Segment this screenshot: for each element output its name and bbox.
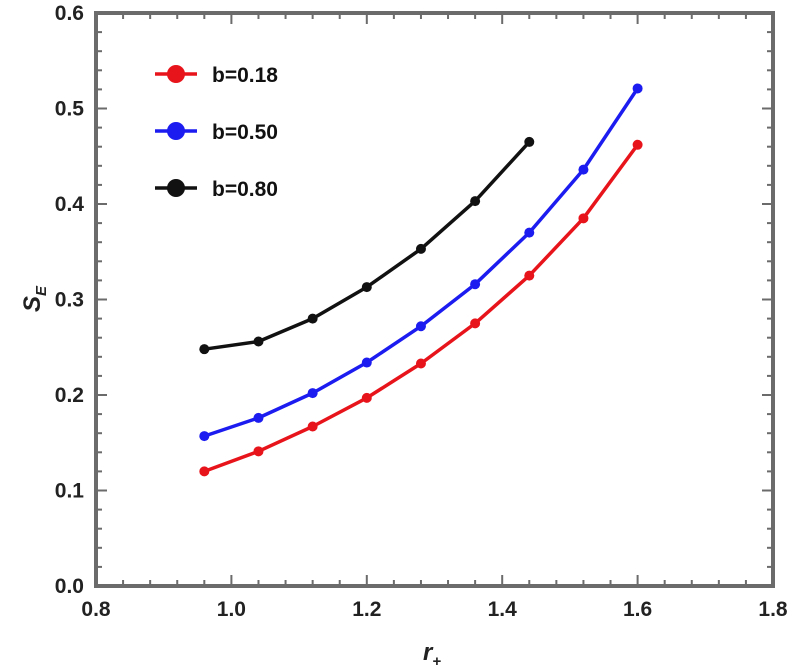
x-tick-label: 1.4 xyxy=(488,598,518,621)
data-point xyxy=(199,466,210,477)
y-tick-label: 0.5 xyxy=(55,98,85,121)
axis-ticks xyxy=(95,12,774,587)
series-layer xyxy=(199,83,643,477)
y-axis-label: SE xyxy=(19,285,50,312)
y-tick-label: 0.2 xyxy=(55,384,84,407)
data-point xyxy=(361,392,372,403)
plot-frame xyxy=(94,11,775,588)
data-point xyxy=(470,318,481,329)
data-point xyxy=(632,83,643,94)
legend-marker xyxy=(167,65,185,83)
data-point xyxy=(415,321,426,332)
data-point xyxy=(578,213,589,224)
x-tick-label: 1.0 xyxy=(217,598,246,621)
legend-label: b=0.80 xyxy=(212,178,278,201)
y-tick-label: 0.0 xyxy=(55,575,84,598)
data-point xyxy=(253,412,264,423)
y-tick-label: 0.3 xyxy=(55,289,84,312)
y-tick-label: 0.1 xyxy=(55,480,85,503)
legend-label: b=0.50 xyxy=(212,121,278,144)
data-point xyxy=(253,336,264,347)
x-tick-label: 1.6 xyxy=(623,598,652,621)
legend: b=0.18 b=0.50 b=0.80 xyxy=(155,64,278,201)
data-point xyxy=(415,358,426,369)
legend-item: b=0.80 xyxy=(155,178,278,201)
data-point xyxy=(361,282,372,293)
legend-marker xyxy=(167,122,185,140)
series-1 xyxy=(199,139,643,477)
y-tick-label: 0.6 xyxy=(55,2,84,25)
data-point xyxy=(524,270,535,281)
x-axis-label: r+ xyxy=(423,639,441,670)
x-tick-label: 0.8 xyxy=(81,598,111,621)
data-point xyxy=(632,139,643,150)
series-2 xyxy=(199,83,643,442)
data-point xyxy=(361,357,372,368)
data-point xyxy=(253,446,264,457)
legend-marker xyxy=(167,179,185,197)
tick-labels: 0.8 1.0 1.2 1.4 1.6 1.8 0.0 0.1 0.2 0.3 0.4 0.5 0.6 xyxy=(55,2,788,621)
data-point xyxy=(307,388,318,399)
series-3 xyxy=(199,136,535,355)
legend-item: b=0.18 xyxy=(155,64,278,87)
data-point xyxy=(307,313,318,324)
legend-item: b=0.50 xyxy=(155,121,278,144)
data-point xyxy=(199,344,210,355)
x-tick-label: 1.8 xyxy=(758,598,788,621)
data-point xyxy=(524,227,535,238)
x-tick-label: 1.2 xyxy=(352,598,381,621)
data-point xyxy=(470,196,481,207)
data-point xyxy=(199,431,210,442)
y-tick-label: 0.4 xyxy=(55,193,85,216)
data-point xyxy=(415,243,426,254)
data-point xyxy=(524,136,535,147)
legend-label: b=0.18 xyxy=(212,64,278,87)
data-point xyxy=(307,421,318,432)
data-point xyxy=(470,279,481,290)
data-point xyxy=(578,164,589,175)
